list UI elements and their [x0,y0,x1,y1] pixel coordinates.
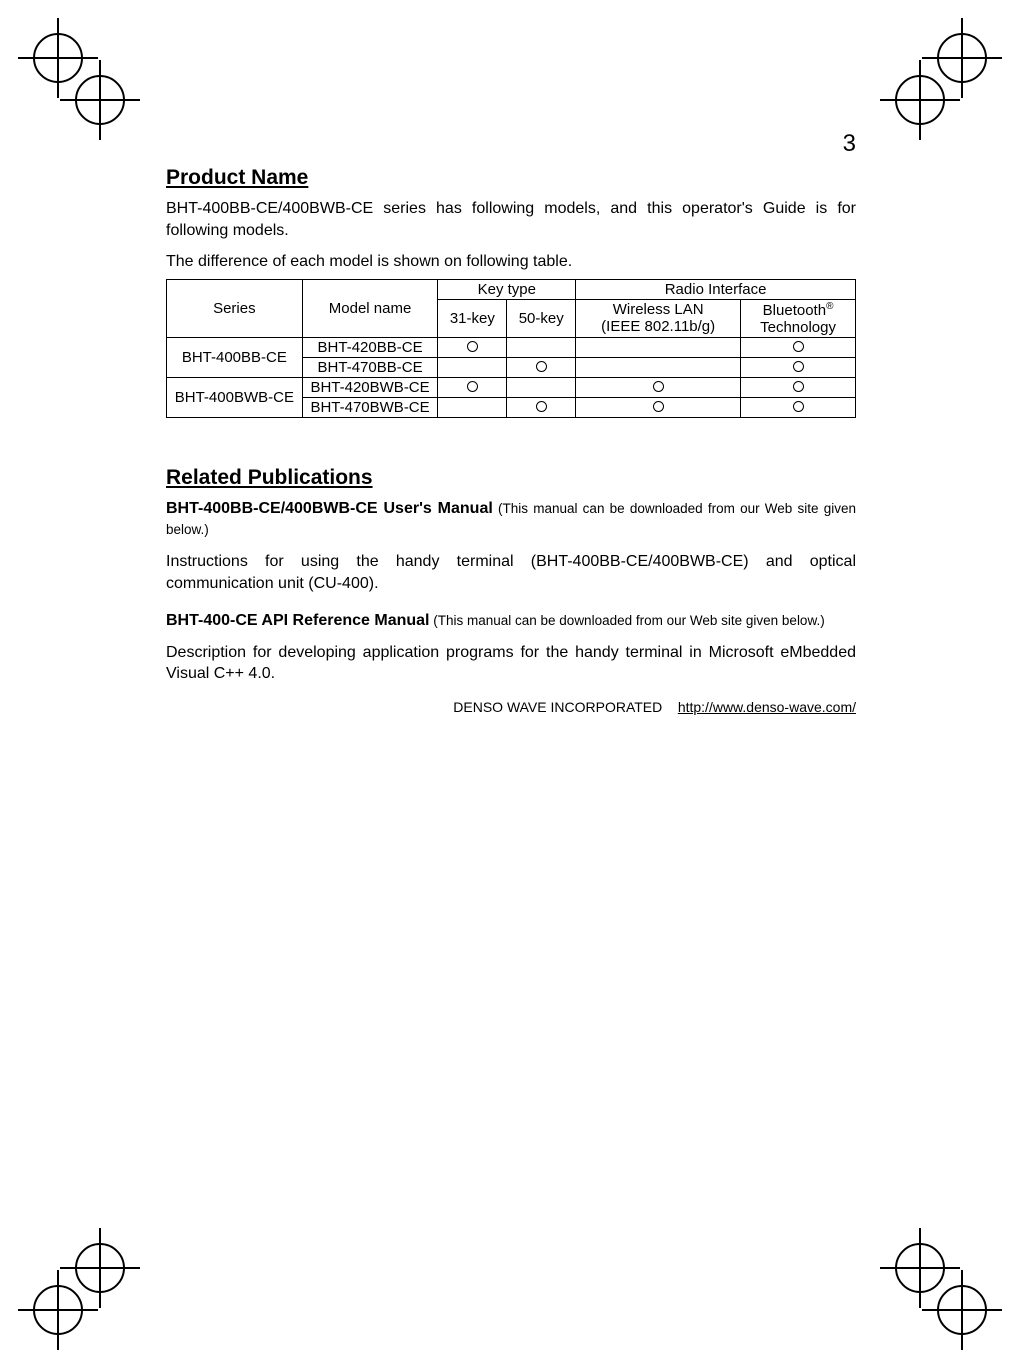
circle-icon [793,341,804,352]
pub1-desc: Instructions for using the handy termina… [166,551,856,594]
cell-bt [741,357,856,377]
circle-icon [793,361,804,372]
pub2-desc: Description for developing application p… [166,642,856,685]
pub1-line: BHT-400BB-CE/400BWB-CE User's Manual (Th… [166,498,856,541]
cell-50 [507,337,576,357]
related-heading: Related Publications [166,466,856,490]
crop-mark-icon [880,1228,960,1308]
cell-bt [741,337,856,357]
crop-mark-icon [60,1228,140,1308]
cell-50 [507,397,576,417]
circle-icon [653,381,664,392]
registered-icon: ® [826,301,833,312]
th-bt: Bluetooth® Technology [741,299,856,337]
th-series: Series [167,279,303,337]
footer-company: DENSO WAVE INCORPORATED [453,699,662,715]
circle-icon [793,401,804,412]
product-diff-text: The difference of each model is shown on… [166,251,856,273]
cell-wlan [576,337,741,357]
pub2-title: BHT-400-CE API Reference Manual [166,612,429,629]
th-50key: 50-key [507,299,576,337]
cell-31 [438,397,507,417]
pub1-title: BHT-400BB-CE/400BWB-CE User's Manual [166,500,493,517]
models-table: Series Model name Key type Radio Interfa… [166,279,856,418]
th-31key: 31-key [438,299,507,337]
cell-series: BHT-400BB-CE [167,337,303,377]
circle-icon [793,381,804,392]
th-wlan-l2: (IEEE 802.11b/g) [601,318,715,335]
pub2-line: BHT-400-CE API Reference Manual (This ma… [166,610,856,632]
cell-31 [438,337,507,357]
cell-bt [741,377,856,397]
cell-series: BHT-400BWB-CE [167,377,303,417]
cell-31 [438,377,507,397]
cell-50 [507,377,576,397]
cell-model: BHT-470BB-CE [302,357,438,377]
cell-wlan [576,377,741,397]
cell-wlan [576,357,741,377]
cell-50 [507,357,576,377]
table-row: BHT-400BB-CE BHT-420BB-CE [167,337,856,357]
th-bt-l1: Bluetooth [763,302,826,319]
th-wlan-l1: Wireless LAN [613,301,704,318]
cell-bt [741,397,856,417]
circle-icon [653,401,664,412]
th-bt-l2: Technology [760,319,836,336]
cell-31 [438,357,507,377]
cell-wlan [576,397,741,417]
circle-icon [467,341,478,352]
page-number: 3 [166,130,856,158]
footer-url-link[interactable]: http://www.denso-wave.com/ [678,699,856,715]
table-header-row: Series Model name Key type Radio Interfa… [167,279,856,299]
pub2-note: (This manual can be downloaded from our … [429,613,824,628]
footer-line: DENSO WAVE INCORPORATED http://www.denso… [166,699,856,715]
crop-mark-icon [880,60,960,140]
th-keytype: Key type [438,279,576,299]
circle-icon [536,401,547,412]
th-model: Model name [302,279,438,337]
th-radio: Radio Interface [576,279,856,299]
product-name-heading: Product Name [166,166,856,190]
table-row: BHT-400BWB-CE BHT-420BWB-CE [167,377,856,397]
page-content: 3 Product Name BHT-400BB-CE/400BWB-CE se… [166,130,856,715]
th-wlan: Wireless LAN (IEEE 802.11b/g) [576,299,741,337]
circle-icon [467,381,478,392]
product-intro-text: BHT-400BB-CE/400BWB-CE series has follow… [166,198,856,241]
circle-icon [536,361,547,372]
cell-model: BHT-420BWB-CE [302,377,438,397]
cell-model: BHT-470BWB-CE [302,397,438,417]
crop-mark-icon [60,60,140,140]
cell-model: BHT-420BB-CE [302,337,438,357]
